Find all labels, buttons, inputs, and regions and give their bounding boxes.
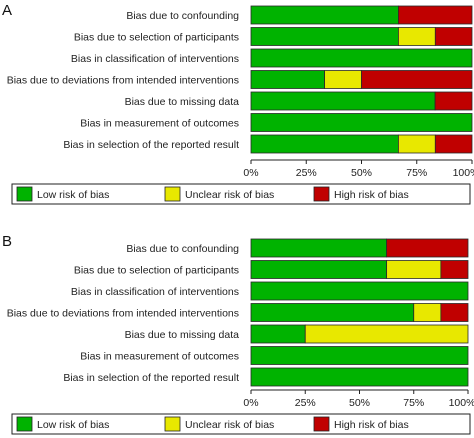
x-tick-label: 50% <box>349 397 370 409</box>
category-label: Bias in selection of the reported result <box>63 372 239 384</box>
panel-a-label: A <box>2 2 12 19</box>
legend-swatch <box>164 186 181 202</box>
x-tick-label: 0% <box>243 397 258 409</box>
bar-segment <box>250 113 473 132</box>
x-tick-label: 100% <box>453 167 474 179</box>
category-label: Bias in measurement of outcomes <box>80 351 239 363</box>
bar-segment <box>250 260 388 279</box>
bar-segment <box>386 238 469 258</box>
category-label: Bias in measurement of outcomes <box>80 118 239 130</box>
bar-segment <box>250 48 473 68</box>
bar-segment <box>250 70 325 89</box>
x-tick-label: 100% <box>449 397 474 409</box>
bar-segment <box>250 324 306 344</box>
bar-segment <box>250 91 436 111</box>
legend-box <box>11 413 471 435</box>
legend-swatch <box>16 186 33 202</box>
bar-segment <box>398 134 436 154</box>
bar-segment <box>413 303 442 322</box>
bar-segment <box>304 324 469 344</box>
legend-swatch <box>313 186 330 202</box>
bar-segment <box>434 134 473 154</box>
bar-segment <box>361 70 473 89</box>
x-tick-label: 25% <box>296 167 317 179</box>
x-tick-label: 75% <box>403 397 424 409</box>
bar-segment <box>250 5 399 25</box>
category-label: Bias due to selection of participants <box>74 32 239 44</box>
legend-entry: Low risk of bias <box>37 189 109 201</box>
bar-segment <box>250 367 469 387</box>
legend-entry: Low risk of bias <box>37 419 109 431</box>
x-tick-label: 25% <box>295 397 316 409</box>
legend-box <box>11 183 471 205</box>
legend-swatch <box>16 416 33 432</box>
legend-swatch <box>164 416 181 432</box>
bar-segment <box>324 70 362 89</box>
panel-b-label: B <box>2 233 12 250</box>
bar-segment <box>250 281 469 301</box>
bar-segment <box>440 260 469 279</box>
category-label: Bias due to selection of participants <box>74 265 239 277</box>
category-label: Bias due to confounding <box>126 243 239 255</box>
category-label: Bias due to confounding <box>126 10 239 22</box>
panel-a-chart: Bias due to confounding Bias due to selec… <box>7 5 474 205</box>
bar-segment <box>434 27 473 46</box>
category-label: Bias in classification of interventions <box>71 286 239 298</box>
category-label: Bias due to deviations from intended int… <box>7 308 239 320</box>
panel-b-chart: Bias due to confounding Bias due to selec… <box>7 238 474 435</box>
bar-segment <box>250 346 469 365</box>
bar-segment <box>398 5 473 25</box>
category-label: Bias due to missing data <box>125 96 240 108</box>
bar-segment <box>386 260 442 279</box>
x-tick-label: 75% <box>406 167 427 179</box>
bar-segment <box>250 238 388 258</box>
category-label: Bias in classification of interventions <box>71 53 239 65</box>
category-label: Bias in selection of the reported result <box>63 139 239 151</box>
category-label: Bias due to deviations from intended int… <box>7 75 239 87</box>
x-tick-label: 50% <box>351 167 372 179</box>
legend-entry: Unclear risk of bias <box>185 189 274 201</box>
bar-segment <box>250 27 399 46</box>
legend-entry: High risk of bias <box>334 419 409 431</box>
category-label: Bias due to missing data <box>125 329 240 341</box>
bar-segment <box>250 134 399 154</box>
legend-swatch <box>313 416 330 432</box>
bar-segment <box>440 303 469 322</box>
x-tick-label: 0% <box>243 167 258 179</box>
legend-entry: High risk of bias <box>334 189 409 201</box>
bar-segment <box>250 303 415 322</box>
legend-entry: Unclear risk of bias <box>185 419 274 431</box>
bar-segment <box>434 91 473 111</box>
bar-segment <box>398 27 436 46</box>
